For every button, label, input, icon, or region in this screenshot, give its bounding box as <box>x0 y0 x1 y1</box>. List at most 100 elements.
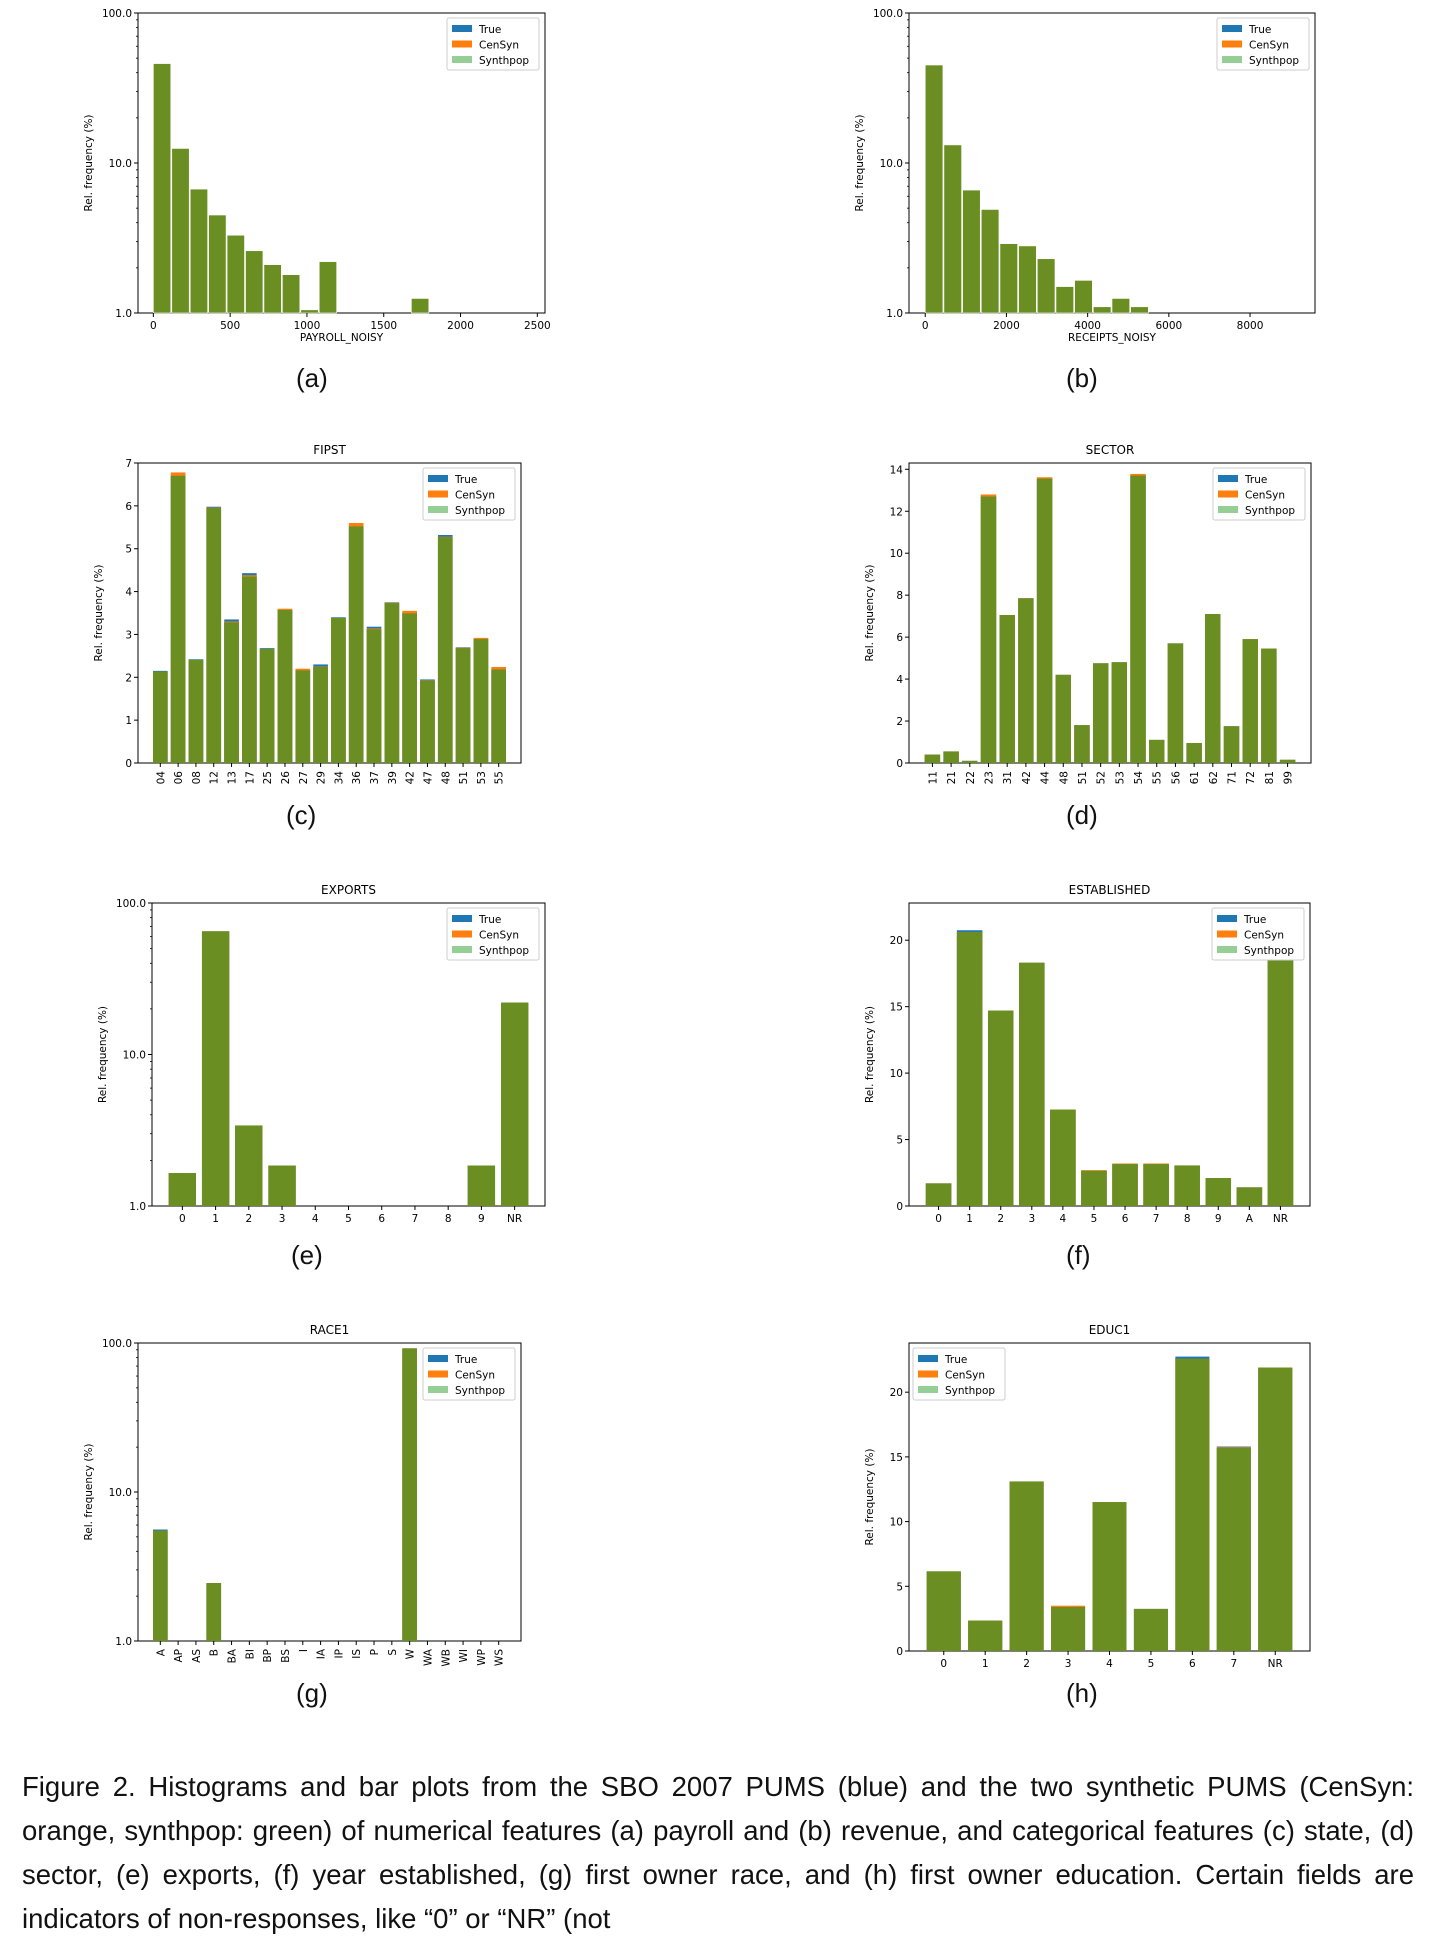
x-tick-label: 11 <box>927 771 939 784</box>
x-tick-label: 54 <box>1133 771 1145 785</box>
legend-censyn-label: CenSyn <box>1249 40 1289 52</box>
bar-overlap <box>168 1173 196 1206</box>
chart-e: EXPORTS 1.0 10.0 100.0 Rel. frequency (%) 0 1 2… <box>97 883 546 1225</box>
legend-censyn-swatch <box>428 490 448 498</box>
bar-overlap <box>1074 725 1090 763</box>
histogram-bar <box>318 261 337 314</box>
bar-overlap <box>1019 962 1045 1206</box>
y-tick-label: 1.0 <box>886 308 903 320</box>
legend-true-swatch <box>1222 25 1242 32</box>
histogram-bar <box>282 274 301 314</box>
legend-synthpop-label: Synthpop <box>455 505 505 517</box>
y-tick-label: 100.0 <box>116 898 146 910</box>
x-tick-label: 8 <box>445 1213 452 1225</box>
histogram-bar <box>153 63 172 314</box>
x-tick-label: IA <box>316 1648 328 1659</box>
y-tick-label: 10 <box>890 548 903 560</box>
legend-censyn-label: CenSyn <box>945 1370 985 1382</box>
bar-overlap <box>206 1583 222 1641</box>
y-tick-label: 2 <box>125 672 132 684</box>
bar-overlap <box>924 754 941 763</box>
y-tick-label: 10.0 <box>109 1487 132 1499</box>
y-tick-label: 5 <box>125 544 132 556</box>
x-tick-label: A <box>155 1648 167 1656</box>
figure-caption: Figure 2. Histograms and bar plots from … <box>22 1771 1414 1934</box>
x-tick-label: 36 <box>351 771 363 785</box>
histogram-bar <box>1018 245 1037 314</box>
x-tick-label: S <box>387 1649 399 1656</box>
x-tick-label: NR <box>1268 1658 1283 1670</box>
bar-overlap <box>1092 1502 1127 1651</box>
x-tick-label: W <box>405 1648 417 1659</box>
y-tick-label: 6 <box>125 501 132 513</box>
y-tick-label: 15 <box>890 1452 903 1464</box>
chart-g: RACE1 1.0 10.0 100.0 Rel. frequency (%) A AP AS… <box>83 1323 522 1667</box>
x-tick-label: 7 <box>1153 1213 1160 1225</box>
panel-label-h: (h) <box>1066 1678 1098 1708</box>
histogram-bar <box>999 243 1018 314</box>
y-tick-label: 20 <box>890 935 903 947</box>
legend-true-swatch <box>1217 915 1237 922</box>
bar-overlap <box>1279 759 1296 763</box>
x-tick-label: 0 <box>935 1213 942 1225</box>
x-tick-label: 52 <box>1096 771 1108 784</box>
bar-overlap <box>1267 914 1294 1206</box>
x-tick-label: 04 <box>155 771 167 785</box>
y-tick-label: 15 <box>890 1002 903 1014</box>
legend-true-label: True <box>454 1354 477 1366</box>
bar-overlap <box>206 508 222 763</box>
x-tick-label: 27 <box>298 771 310 784</box>
bar-overlap <box>201 931 230 1206</box>
y-tick-label: 2 <box>896 716 903 728</box>
bar-overlap <box>467 1165 496 1206</box>
bar-overlap <box>491 669 506 763</box>
x-tick-label: 56 <box>1170 771 1182 785</box>
y-tick-label: 100.0 <box>873 8 903 20</box>
bar-overlap <box>943 751 959 763</box>
x-tick-label: P <box>369 1649 381 1655</box>
histogram-bar <box>980 209 1000 314</box>
legend-censyn-label: CenSyn <box>1244 930 1284 942</box>
x-tick-label: 8000 <box>1237 320 1264 332</box>
legend-censyn-swatch <box>452 40 472 48</box>
x-tick-label: AS <box>191 1649 203 1663</box>
x-tick-label: 9 <box>1215 1213 1222 1225</box>
bar-overlap <box>153 1530 168 1641</box>
histogram-bar <box>1055 286 1074 314</box>
y-tick-label: 4 <box>125 587 132 599</box>
x-tick-label: 9 <box>478 1213 485 1225</box>
histogram-bar <box>189 188 208 314</box>
x-tick-label: 39 <box>387 771 399 784</box>
bar-overlap <box>1186 743 1202 763</box>
bar-overlap <box>1205 1178 1232 1206</box>
chart-title-f: ESTABLISHED <box>1069 883 1151 897</box>
x-tick-label: 6 <box>378 1213 385 1225</box>
y-axis-label: Rel. frequency (%) <box>864 1006 876 1103</box>
bar-overlap <box>348 526 364 763</box>
legend-true-label: True <box>478 24 501 36</box>
x-tick-label: 4000 <box>1074 320 1101 332</box>
x-tick-label: 3 <box>279 1213 286 1225</box>
x-tick-label: WI <box>458 1649 470 1662</box>
bar-overlap <box>1018 598 1034 763</box>
legend-synthpop-label: Synthpop <box>1245 505 1295 517</box>
legend-true-swatch <box>428 1355 448 1362</box>
bar-overlap <box>455 648 471 763</box>
x-tick-label: 37 <box>369 771 381 784</box>
histogram-bar <box>245 250 264 314</box>
x-tick-label: 99 <box>1283 771 1295 784</box>
x-tick-label: 51 <box>1077 771 1089 784</box>
y-axis-label: Rel. frequency (%) <box>83 114 95 211</box>
bar-overlap <box>1205 614 1221 763</box>
y-tick-label: 10.0 <box>109 158 132 170</box>
bar-overlap <box>1174 1165 1200 1206</box>
bar-overlap <box>384 603 400 763</box>
bar-overlap <box>1112 1164 1138 1206</box>
x-tick-label: 1000 <box>294 320 321 332</box>
legend-true-label: True <box>478 914 501 926</box>
histogram-bar <box>924 64 944 314</box>
x-tick-label: 8 <box>1184 1213 1191 1225</box>
y-tick-label: 10 <box>890 1517 903 1529</box>
legend-true-label: True <box>1244 474 1267 486</box>
x-tick-label: 4 <box>312 1213 319 1225</box>
